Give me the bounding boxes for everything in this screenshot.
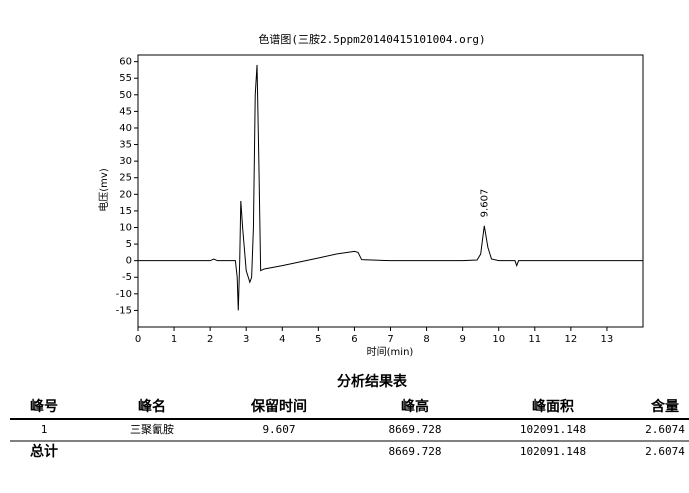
y-tick-label: 60 (119, 57, 132, 68)
x-tick-label: 3 (243, 334, 249, 345)
total-cell: 2.6074 (645, 445, 685, 458)
x-tick-label: 4 (279, 334, 285, 345)
table-header: 峰高 (401, 398, 429, 415)
peak-label: 9.607 (480, 189, 491, 218)
x-axis-label: 时间(min) (367, 345, 414, 358)
x-tick-label: 2 (207, 334, 213, 345)
x-tick-label: 1 (171, 334, 177, 345)
y-tick-label: 40 (119, 123, 132, 134)
x-tick-label: 12 (564, 334, 577, 345)
table-cell: 2.6074 (645, 423, 685, 436)
table-cell: 102091.148 (520, 423, 586, 436)
y-tick-label: 30 (119, 156, 132, 167)
y-tick-label: 50 (119, 90, 132, 101)
y-tick-label: 15 (119, 206, 132, 217)
x-tick-label: 0 (135, 334, 141, 345)
y-tick-label: -10 (116, 289, 132, 300)
table-title: 分析结果表 (337, 373, 408, 390)
y-tick-label: 35 (119, 140, 132, 151)
table-cell: 8669.728 (389, 423, 442, 436)
y-tick-label: -5 (122, 272, 132, 283)
table-cell: 1 (41, 423, 48, 436)
y-tick-label: 5 (126, 239, 132, 250)
x-tick-label: 11 (528, 334, 541, 345)
y-tick-label: -15 (116, 305, 132, 316)
y-tick-label: 55 (119, 73, 132, 84)
x-tick-label: 10 (492, 334, 505, 345)
y-tick-label: 45 (119, 106, 132, 117)
y-tick-label: 10 (119, 222, 132, 233)
total-cell: 102091.148 (520, 445, 586, 458)
x-tick-label: 5 (315, 334, 321, 345)
x-tick-label: 13 (601, 334, 614, 345)
table-cell: 三聚氰胺 (130, 422, 174, 436)
line (138, 64, 643, 311)
table-header: 含量 (651, 398, 679, 415)
total-label: 总计 (30, 443, 58, 460)
x-tick-label: 7 (387, 334, 393, 345)
x-tick-label: 9 (459, 334, 465, 345)
table-cell: 9.607 (262, 423, 295, 436)
y-tick-label: 25 (119, 173, 132, 184)
total-cell: 8669.728 (389, 445, 442, 458)
table-header: 保留时间 (250, 398, 307, 415)
y-axis-label: 电压(mv) (97, 168, 110, 212)
y-tick-label: 0 (126, 256, 132, 267)
table-header: 峰名 (138, 398, 166, 415)
chart-title: 色谱图(三胺2.5ppm20140415101004.org) (258, 32, 485, 46)
table-header: 峰号 (30, 398, 58, 415)
table-header: 峰面积 (532, 398, 574, 415)
x-tick-label: 8 (423, 334, 429, 345)
plot-frame (137, 54, 644, 328)
y-tick-label: 20 (119, 189, 132, 200)
x-tick-label: 6 (351, 334, 357, 345)
